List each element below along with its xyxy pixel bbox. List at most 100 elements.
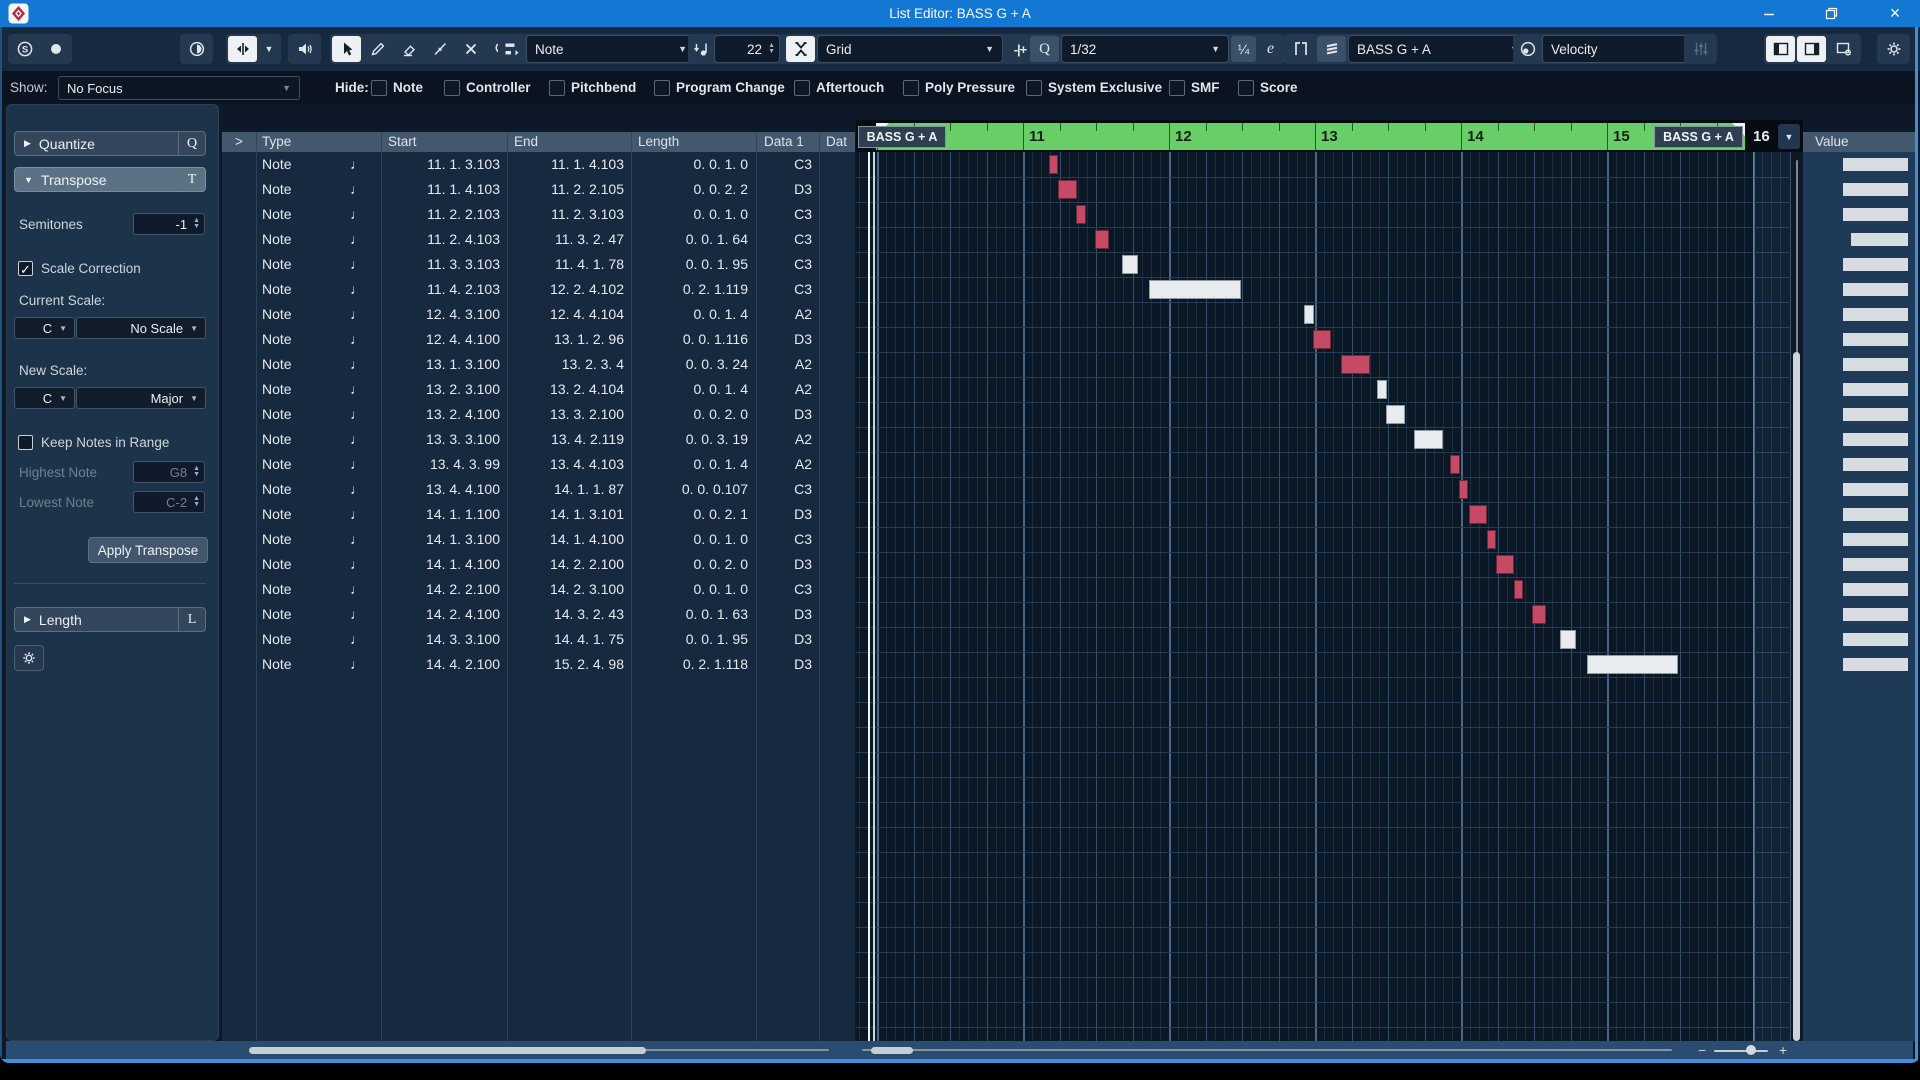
hide-checkbox-smf[interactable]	[1169, 80, 1185, 96]
gear-icon[interactable]	[1879, 36, 1908, 62]
list-row[interactable]: Note ♩ 14. 2. 2.100 14. 2. 3.100 0. 0. 1. 0 C…	[222, 577, 855, 602]
note-event[interactable]	[1304, 305, 1314, 324]
value-bar[interactable]	[1843, 208, 1908, 221]
current-scale-select[interactable]: No Scale ▼	[76, 317, 206, 339]
note-event[interactable]	[1049, 155, 1059, 174]
value-bar[interactable]	[1843, 408, 1908, 421]
value-bar[interactable]	[1843, 433, 1908, 446]
spinner-arrows-icon[interactable]: ▲ ▼	[768, 42, 775, 55]
list-row[interactable]: Note ♩ 14. 3. 3.100 14. 4. 1. 75 0. 0. 1. 95…	[222, 627, 855, 652]
hide-checkbox-score[interactable]	[1238, 80, 1254, 96]
value-bar[interactable]	[1850, 233, 1908, 246]
lowest-note-field[interactable]: C-2 ▲ ▼	[133, 491, 205, 513]
quantize-section-header[interactable]: ▶ Quantize Q	[14, 131, 206, 156]
list-row[interactable]: Note ♩ 14. 1. 1.100 14. 1. 3.101 0. 0. 2. 1 D…	[222, 502, 855, 527]
value-bar[interactable]	[1843, 458, 1908, 471]
column-header-start[interactable]: Start	[388, 134, 417, 149]
list-row[interactable]: Note ♩ 11. 2. 2.103 11. 2. 3.103 0. 0. 1. 0 C…	[222, 202, 855, 227]
autoscroll-options-caret[interactable]: ▼	[264, 44, 274, 54]
hide-checkbox-pitchbend[interactable]	[549, 80, 565, 96]
hide-checkbox-poly-pressure[interactable]	[903, 80, 919, 96]
list-row[interactable]: Note ♩ 13. 4. 3. 99 13. 4. 4.103 0. 0. 1. 4 A…	[222, 452, 855, 477]
value-bar[interactable]	[1843, 533, 1908, 546]
column-header-data1[interactable]: Data 1	[764, 134, 804, 149]
note-event[interactable]	[1587, 655, 1679, 674]
value-bar[interactable]	[1843, 483, 1908, 496]
hide-checkbox-note[interactable]	[371, 80, 387, 96]
note-event[interactable]	[1532, 605, 1547, 624]
note-event[interactable]	[1459, 480, 1468, 499]
column-header-type[interactable]: Type	[262, 134, 292, 149]
close-button[interactable]: ×	[1889, 3, 1901, 23]
snap-to-zero-crossing-button[interactable]: -|+	[1005, 36, 1035, 62]
value-bar[interactable]	[1843, 258, 1908, 271]
semitones-field[interactable]: -1 ▲ ▼	[133, 213, 205, 235]
snap-on-off-button[interactable]	[786, 36, 815, 62]
autoscroll-button[interactable]	[228, 36, 257, 62]
zoom-slider-track[interactable]	[1714, 1049, 1768, 1052]
show-left-zone-button[interactable]	[1766, 36, 1795, 62]
new-scale-select[interactable]: Major ▼	[76, 387, 206, 409]
value-bar[interactable]	[1843, 183, 1908, 196]
value-bar[interactable]	[1843, 633, 1908, 646]
column-header-select[interactable]: >	[235, 134, 243, 149]
event-colors-select[interactable]: Velocity▼	[1542, 35, 1708, 63]
note-event[interactable]	[1313, 330, 1332, 349]
value-column[interactable]: Value	[1803, 132, 1915, 1041]
list-row[interactable]: Note ♩ 11. 3. 3.103 11. 4. 1. 78 0. 0. 1. 95…	[222, 252, 855, 277]
iterative-quantize-button[interactable]: ¼	[1231, 36, 1256, 62]
active-part-select[interactable]: BASS G + A▼	[1348, 35, 1528, 63]
value-bar[interactable]	[1843, 358, 1908, 371]
setup-window-layout-button[interactable]	[1828, 36, 1859, 62]
retrospective-record-icon[interactable]	[182, 36, 211, 62]
value-bar[interactable]	[1843, 658, 1908, 671]
quantize-preset-select[interactable]: 1/32 ▼	[1061, 35, 1229, 63]
acoustic-feedback-speaker-icon[interactable]	[290, 36, 319, 62]
list-row[interactable]: Note ♩ 11. 1. 3.103 11. 1. 4.103 0. 0. 1. 0 C…	[222, 152, 855, 177]
trim-tool[interactable]	[425, 36, 454, 62]
list-hscrollbar-thumb[interactable]	[249, 1046, 646, 1054]
inspector-setup-gear-button[interactable]	[14, 645, 44, 671]
draw-tool[interactable]	[363, 36, 392, 62]
note-event[interactable]	[1413, 430, 1443, 449]
hide-checkbox-system-exclusive[interactable]	[1026, 80, 1042, 96]
list-row[interactable]: Note ♩ 13. 1. 3.100 13. 2. 3. 4 0. 0. 3. 24 A…	[222, 352, 855, 377]
list-row[interactable]: Note ♩ 13. 2. 3.100 13. 2. 4.104 0. 0. 1. 4 A…	[222, 377, 855, 402]
list-row[interactable]: Note ♩ 13. 2. 4.100 13. 3. 2.100 0. 0. 2. 0 D…	[222, 402, 855, 427]
list-row[interactable]: Note ♩ 11. 1. 4.103 11. 2. 2.105 0. 0. 2. 2 D…	[222, 177, 855, 202]
column-header-length[interactable]: Length	[638, 134, 680, 149]
faders-icon[interactable]	[1686, 36, 1715, 62]
erase-tool[interactable]	[394, 36, 423, 62]
note-event[interactable]	[1340, 355, 1371, 374]
column-header-data2[interactable]: Dat	[826, 134, 848, 149]
note-event[interactable]	[1486, 530, 1496, 549]
ruler-options-button[interactable]: ▼	[1778, 124, 1800, 149]
note-event[interactable]	[1495, 555, 1515, 574]
insert-type-select[interactable]: Note ▼	[526, 35, 696, 63]
hide-checkbox-controller[interactable]	[444, 80, 460, 96]
note-event[interactable]	[1149, 280, 1241, 299]
note-event[interactable]	[1386, 405, 1405, 424]
value-bar[interactable]	[1843, 333, 1908, 346]
restore-button[interactable]	[1814, 0, 1848, 27]
value-bar[interactable]	[1843, 508, 1908, 521]
event-display[interactable]	[856, 152, 1791, 1041]
show-part-borders-icon[interactable]	[1286, 36, 1315, 62]
list-row[interactable]: Note ♩ 12. 4. 4.100 13. 1. 2. 96 0. 0. 1.116…	[222, 327, 855, 352]
mute-tool[interactable]	[456, 36, 485, 62]
value-bar[interactable]	[1843, 308, 1908, 321]
value-bar[interactable]	[1843, 383, 1908, 396]
solo-editor-button[interactable]: S	[10, 36, 39, 62]
transpose-section-header[interactable]: ▼ Transpose T	[14, 167, 206, 192]
note-event[interactable]	[1076, 205, 1086, 224]
timeline-ruler[interactable]: 11 12 13 14 15 16 BASS G + A BASS G + A ▼	[856, 120, 1803, 152]
value-bar[interactable]	[1843, 583, 1908, 596]
list-row[interactable]: Note ♩ 13. 3. 3.100 13. 4. 2.119 0. 0. 3. 19…	[222, 427, 855, 452]
note-event[interactable]	[1094, 230, 1109, 249]
list-row[interactable]: Note ♩ 14. 1. 4.100 14. 2. 2.100 0. 0. 2. 0 D…	[222, 552, 855, 577]
list-row[interactable]: Note ♩ 11. 2. 4.103 11. 3. 2. 47 0. 0. 1. 64…	[222, 227, 855, 252]
note-event[interactable]	[1559, 630, 1577, 649]
length-section-header[interactable]: ▶ Length L	[14, 607, 206, 632]
note-event[interactable]	[1058, 180, 1077, 199]
event-hscrollbar-thumb[interactable]	[871, 1046, 913, 1054]
